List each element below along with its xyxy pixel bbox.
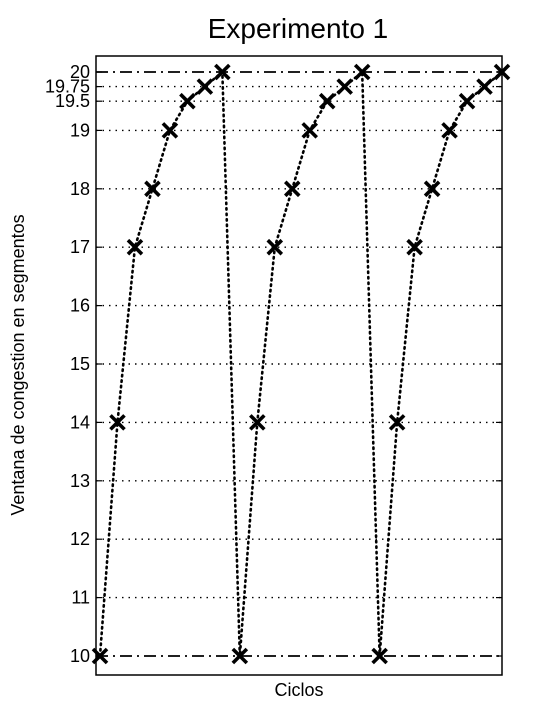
data-point-marker [353,63,371,81]
data-point-marker [283,180,301,198]
y-tick-label: 19.75 [45,77,90,97]
data-point-marker [231,647,249,665]
data-point-marker [144,180,161,198]
y-tick-label: 19 [70,120,90,140]
data-point-marker [371,647,388,665]
data-point-marker [336,78,353,95]
series-line [98,69,504,658]
data-point-marker [476,78,493,95]
x-axis-label: Ciclos [274,680,323,700]
data-point-marker [441,122,458,139]
y-axis-label: Ventana de congestion en segmentos [8,214,28,515]
y-tick-label: 14 [70,412,90,432]
data-point-marker [161,122,179,139]
data-markers [91,63,511,665]
y-tick-label: 18 [70,179,90,199]
reference-lines [96,71,502,657]
data-point-marker [109,414,126,431]
plot-area [95,55,503,676]
y-tick-label: 13 [70,471,90,491]
data-point-marker [406,238,423,256]
y-tick-label: 16 [70,296,90,316]
data-point-marker [91,647,109,665]
grid-lines [96,85,502,599]
series-path [98,69,504,658]
data-point-marker [388,414,406,431]
data-point-marker [458,92,476,110]
y-tick-label: 15 [70,354,90,374]
data-point-marker [126,238,144,256]
data-point-marker [301,122,319,139]
data-point-marker [423,180,441,198]
y-tick-label: 19.5 [55,91,90,111]
data-point-marker [214,63,231,81]
y-tick-label: 11 [71,588,90,608]
data-point-marker [266,238,284,256]
data-point-marker [318,92,336,110]
y-tick-label: 20 [70,62,90,82]
data-point-marker [179,92,196,110]
data-point-marker [196,78,214,95]
data-point-marker [249,414,266,431]
y-tick-label: 12 [70,529,90,549]
y-tick-label: 17 [70,237,90,257]
y-tick-label: 10 [70,646,90,666]
chart-title: Experimento 1 [208,13,389,44]
data-point-marker [493,63,511,81]
